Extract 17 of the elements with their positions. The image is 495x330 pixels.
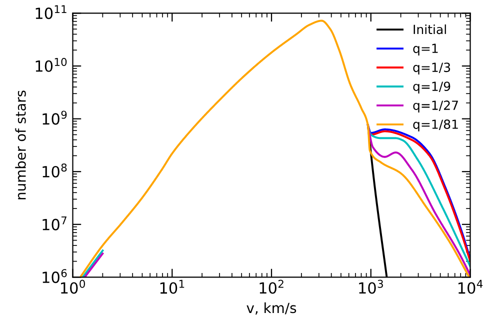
legend-label: Initial: [414, 24, 446, 34]
x-tick-label: 10$^{4}$: [458, 280, 483, 294]
legend-label: q=1/81: [413, 120, 458, 132]
y-axis-title: number of stars: [15, 90, 26, 200]
x-axis-title: v, km/s: [246, 302, 296, 315]
legend-label: q=1/3: [413, 62, 450, 74]
y-tick-label: 10$^{10}$: [36, 58, 67, 72]
legend-label: q=1/27: [413, 100, 458, 112]
x-tick-label: 10$^{1}$: [160, 280, 184, 294]
y-tick-label: 10$^{7}$: [42, 216, 66, 230]
y-tick-label: 10$^{8}$: [42, 164, 67, 178]
legend-label: q=1: [413, 44, 438, 56]
legend-label: q=1/9: [413, 82, 450, 94]
y-tick-label: 10$^{11}$: [36, 5, 66, 20]
x-tick-label: 10$^{2}$: [260, 280, 284, 294]
x-tick-label: 10$^{3}$: [359, 280, 383, 294]
y-tick-label: 10$^{9}$: [42, 110, 67, 125]
